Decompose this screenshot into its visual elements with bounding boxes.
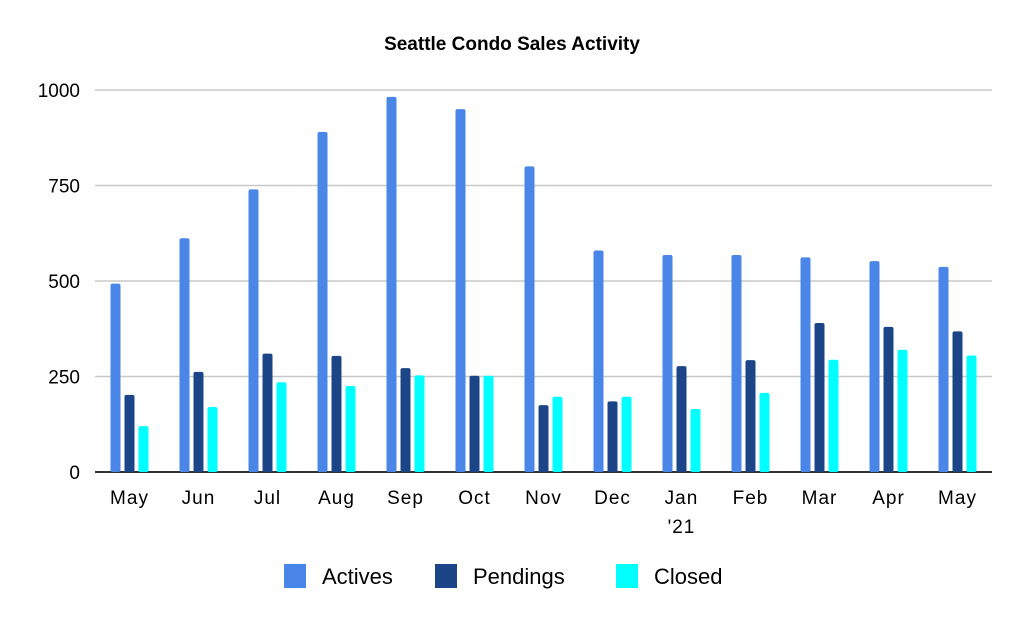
chart-title: Seattle Condo Sales Activity (384, 34, 640, 55)
x-tick-label: Aug (318, 488, 355, 509)
bar-actives (455, 109, 466, 472)
y-tick-label: 1000 (38, 81, 80, 102)
legend: Actives Pendings Closed (284, 564, 722, 589)
legend-swatch-actives (284, 564, 306, 588)
bar-pendings (814, 323, 825, 472)
bar-pendings (400, 368, 411, 472)
bar-actives (248, 189, 259, 472)
bar-actives (179, 238, 190, 472)
bar-actives (317, 132, 328, 472)
bar-actives (938, 266, 949, 472)
x-tick-label: Oct (458, 488, 491, 509)
bar-pendings (193, 371, 204, 472)
y-tick-label: 250 (48, 368, 80, 389)
legend-swatch-pendings (435, 564, 457, 588)
bar-pendings (952, 331, 963, 472)
bar-closed (897, 349, 908, 472)
bar-closed (690, 408, 701, 472)
x-tick-label: May (938, 488, 977, 509)
x-tick-label: Jul (254, 488, 281, 509)
x-tick-label: Mar (802, 488, 838, 509)
bar-pendings (538, 405, 549, 472)
legend-label-closed: Closed (654, 564, 722, 589)
x-axis-ticks: May Jun Jul Aug Sep Oct Nov Dec Jan '21 Feb Mar Apr M… (110, 488, 977, 538)
bar-closed (828, 359, 839, 472)
x-tick-label: Jan (665, 488, 699, 509)
bar-pendings (676, 366, 687, 472)
bar-closed (345, 386, 356, 472)
x-tick-label: Dec (594, 488, 631, 509)
x-tick-label: May (110, 488, 149, 509)
y-axis-ticks: 0 250 500 750 1000 (38, 81, 80, 484)
bar-closed (207, 407, 218, 472)
bar-pendings (469, 375, 480, 472)
bar-closed (483, 375, 494, 472)
bar-pendings (124, 394, 135, 472)
bar-pendings (607, 401, 618, 472)
bar-closed (621, 396, 632, 472)
bars (110, 96, 977, 472)
bar-actives (593, 250, 604, 472)
x-tick-label: Nov (525, 488, 562, 509)
bar-closed (759, 392, 770, 472)
y-tick-label: 750 (48, 177, 80, 198)
bar-actives (731, 255, 742, 472)
bar-closed (138, 426, 149, 472)
x-tick-label: Jun (182, 488, 216, 509)
bar-closed (276, 382, 287, 472)
x-tick-label: Feb (733, 488, 769, 509)
bar-pendings (883, 326, 894, 472)
legend-label-actives: Actives (322, 564, 393, 589)
bar-actives (524, 166, 535, 472)
bar-actives (800, 257, 811, 472)
bar-closed (966, 355, 977, 472)
bar-actives (662, 255, 673, 472)
bar-closed (414, 375, 425, 472)
x-tick-label: Sep (387, 488, 424, 509)
bar-actives (386, 96, 397, 472)
y-tick-label: 0 (69, 463, 80, 484)
bar-pendings (745, 360, 756, 472)
bar-closed (552, 396, 563, 472)
legend-swatch-closed (616, 564, 638, 588)
legend-label-pendings: Pendings (473, 564, 565, 589)
y-tick-label: 500 (48, 272, 80, 293)
x-tick-label: Apr (872, 488, 905, 509)
bar-actives (110, 283, 121, 472)
x-tick-label: '21 (668, 517, 696, 538)
bar-pendings (262, 353, 273, 472)
bar-pendings (331, 355, 342, 472)
bar-actives (869, 261, 880, 472)
